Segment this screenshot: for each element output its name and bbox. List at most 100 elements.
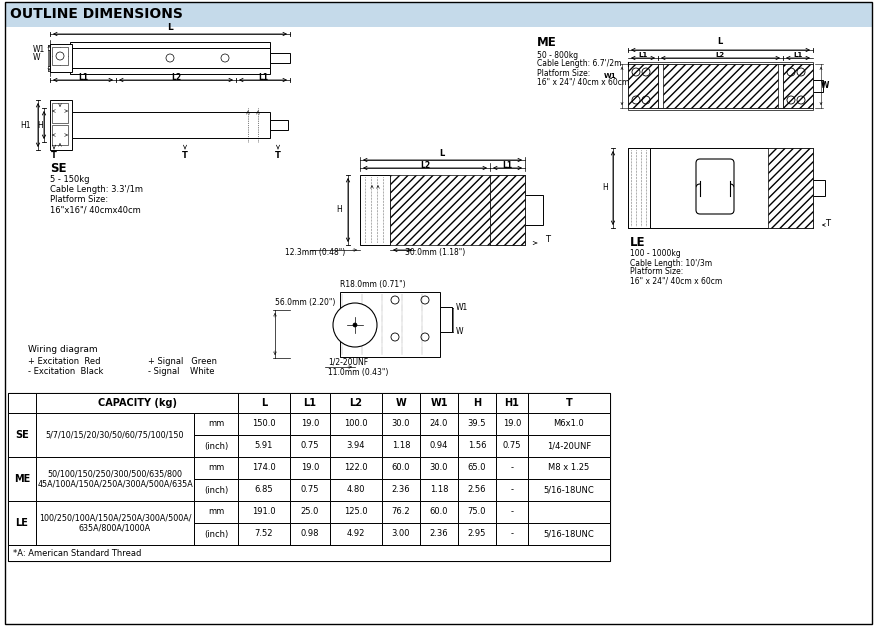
Bar bbox=[382, 501, 420, 523]
Bar bbox=[8, 393, 610, 561]
Bar bbox=[458, 523, 496, 545]
Text: 0.75: 0.75 bbox=[301, 441, 319, 450]
Text: T: T bbox=[566, 398, 573, 408]
Text: 3.00: 3.00 bbox=[392, 529, 410, 538]
Bar bbox=[420, 523, 458, 545]
Bar bbox=[194, 523, 238, 545]
Text: W1: W1 bbox=[33, 45, 46, 53]
Bar bbox=[420, 501, 458, 523]
Bar bbox=[330, 393, 382, 413]
Bar bbox=[528, 523, 610, 545]
Text: 2.36: 2.36 bbox=[392, 485, 410, 494]
Bar bbox=[194, 413, 238, 435]
Text: T: T bbox=[182, 151, 188, 161]
Text: H1: H1 bbox=[20, 121, 31, 129]
Bar bbox=[270, 120, 288, 130]
Text: 5 - 150kg: 5 - 150kg bbox=[50, 175, 89, 185]
Text: 191.0: 191.0 bbox=[253, 507, 275, 516]
Bar bbox=[496, 435, 528, 457]
Bar bbox=[420, 435, 458, 457]
Text: *A: American Standard Thread: *A: American Standard Thread bbox=[13, 548, 141, 558]
Text: 56.0mm (2.20"): 56.0mm (2.20") bbox=[275, 298, 335, 306]
Text: + Signal   Green: + Signal Green bbox=[148, 357, 217, 367]
Text: 19.0: 19.0 bbox=[301, 420, 319, 428]
Text: L2: L2 bbox=[420, 161, 430, 170]
Text: 5.91: 5.91 bbox=[255, 441, 274, 450]
Bar bbox=[70, 42, 270, 48]
Text: 30.0mm (1.18"): 30.0mm (1.18") bbox=[405, 249, 466, 257]
Text: 0.98: 0.98 bbox=[301, 529, 319, 538]
Bar bbox=[36, 413, 194, 457]
Text: 76.2: 76.2 bbox=[392, 507, 410, 516]
Text: SE: SE bbox=[50, 161, 67, 175]
Bar bbox=[628, 62, 813, 64]
Bar bbox=[628, 148, 650, 228]
Bar bbox=[8, 393, 610, 413]
Text: 60.0: 60.0 bbox=[430, 507, 448, 516]
Text: L: L bbox=[717, 38, 723, 46]
Bar bbox=[70, 68, 270, 74]
Bar bbox=[496, 393, 528, 413]
Bar bbox=[528, 501, 610, 523]
Bar bbox=[238, 501, 290, 523]
Bar bbox=[382, 413, 420, 435]
Bar bbox=[290, 413, 330, 435]
Text: LE: LE bbox=[630, 236, 645, 249]
Bar bbox=[5, 2, 872, 26]
Bar bbox=[382, 393, 420, 413]
Text: 5/16-18UNC: 5/16-18UNC bbox=[544, 529, 595, 538]
Text: T: T bbox=[545, 236, 551, 244]
Text: 1/4-20UNF: 1/4-20UNF bbox=[547, 441, 591, 450]
Text: 150.0: 150.0 bbox=[253, 420, 275, 428]
Bar bbox=[330, 479, 382, 501]
Bar bbox=[194, 479, 238, 501]
Text: 75.0: 75.0 bbox=[467, 507, 486, 516]
Text: Platform Size:: Platform Size: bbox=[537, 68, 590, 77]
Text: W: W bbox=[33, 53, 40, 63]
Text: 7.52: 7.52 bbox=[254, 529, 274, 538]
Text: H: H bbox=[473, 398, 481, 408]
Bar bbox=[330, 435, 382, 457]
Text: ME: ME bbox=[14, 474, 30, 484]
Text: L: L bbox=[439, 148, 445, 158]
Bar bbox=[238, 413, 290, 435]
Text: CAPACITY (kg): CAPACITY (kg) bbox=[97, 398, 176, 408]
Circle shape bbox=[353, 323, 357, 327]
Text: H: H bbox=[602, 183, 608, 193]
Text: (inch): (inch) bbox=[203, 529, 228, 538]
Bar bbox=[340, 292, 440, 357]
Text: -: - bbox=[510, 507, 514, 516]
Text: 11.0mm (0.43"): 11.0mm (0.43") bbox=[328, 367, 389, 377]
Text: 16"x16"/ 40cmx40cm: 16"x16"/ 40cmx40cm bbox=[50, 205, 140, 215]
Bar bbox=[458, 435, 496, 457]
Bar bbox=[238, 457, 290, 479]
Text: 0.94: 0.94 bbox=[430, 441, 448, 450]
Text: 30.0: 30.0 bbox=[430, 463, 448, 472]
Bar bbox=[496, 457, 528, 479]
Text: M6x1.0: M6x1.0 bbox=[553, 420, 584, 428]
Bar bbox=[194, 501, 238, 523]
Bar bbox=[360, 175, 390, 245]
Text: - Signal    White: - Signal White bbox=[148, 367, 215, 377]
Text: T: T bbox=[51, 151, 57, 161]
Bar bbox=[194, 457, 238, 479]
Text: Cable Length: 6.7'/2m: Cable Length: 6.7'/2m bbox=[537, 60, 622, 68]
Text: L1: L1 bbox=[258, 72, 268, 82]
Text: LE: LE bbox=[16, 518, 28, 528]
Bar bbox=[50, 44, 72, 72]
Bar bbox=[270, 53, 290, 63]
Text: L1: L1 bbox=[78, 72, 88, 82]
Text: L2: L2 bbox=[171, 72, 181, 82]
Text: 65.0: 65.0 bbox=[467, 463, 486, 472]
Bar bbox=[238, 393, 290, 413]
Text: 1.56: 1.56 bbox=[467, 441, 486, 450]
Bar bbox=[420, 393, 458, 413]
Text: 24.0: 24.0 bbox=[430, 420, 448, 428]
Text: 1.18: 1.18 bbox=[392, 441, 410, 450]
Text: 4.92: 4.92 bbox=[346, 529, 365, 538]
Bar bbox=[458, 413, 496, 435]
Text: 12.3mm (0.48"): 12.3mm (0.48") bbox=[285, 249, 346, 257]
Text: H: H bbox=[336, 205, 342, 215]
Bar bbox=[8, 501, 36, 545]
Bar bbox=[330, 413, 382, 435]
